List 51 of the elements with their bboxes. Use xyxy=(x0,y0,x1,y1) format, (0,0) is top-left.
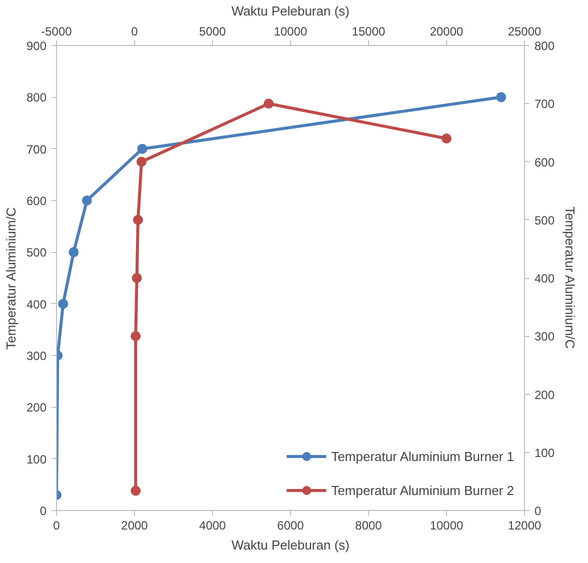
y-tick-label: 300 xyxy=(26,349,47,363)
x-axis-title: Waktu Peleburan (s) xyxy=(231,538,350,552)
x2-tick-label: 10000 xyxy=(274,24,308,38)
y-axis-title: Temperatur Aluminium/C xyxy=(3,207,18,350)
y-tick-label: 600 xyxy=(26,194,47,208)
y2-tick-label: 300 xyxy=(534,330,555,344)
y2-tick-label: 500 xyxy=(534,213,555,228)
x2-tick-label: 0 xyxy=(131,24,138,38)
y-tick-label: 700 xyxy=(26,142,47,156)
point xyxy=(496,92,506,102)
x2-tick-label: 15000 xyxy=(352,24,386,38)
point xyxy=(133,214,144,225)
x2-tick-label: -5000 xyxy=(41,24,72,38)
point xyxy=(136,156,147,167)
legend-label: Temperatur Aluminium Burner 1 xyxy=(331,448,514,464)
x2-tick-label: 25000 xyxy=(508,24,542,38)
x-tick-label: 2000 xyxy=(121,518,148,532)
x-tick-label: 8000 xyxy=(355,518,382,532)
x2-axis-title: Waktu Peleburan (s) xyxy=(231,4,350,18)
x-tick-label: 12000 xyxy=(508,518,542,532)
y2-axis-title: Temperatur Aluminium/C xyxy=(562,206,578,349)
y2-tick-label: 0 xyxy=(534,504,542,518)
y-tick-label: 800 xyxy=(26,90,47,105)
point xyxy=(264,98,274,109)
y-tick-label: 500 xyxy=(26,246,47,260)
y2-tick-label: 100 xyxy=(534,446,555,460)
point xyxy=(132,273,142,283)
y2-tick-label: 700 xyxy=(534,97,555,112)
x-tick-label: 6000 xyxy=(277,518,304,532)
y2-tick-label: 800 xyxy=(534,39,555,53)
y2-tick-label: 400 xyxy=(534,272,555,286)
y-tick-label: 0 xyxy=(40,504,47,518)
x-tick-label: 10000 xyxy=(430,518,464,532)
y2-tick-label: 200 xyxy=(534,388,555,402)
y-tick-label: 400 xyxy=(26,297,47,312)
legend-label: Temperatur Aluminium Burner 2 xyxy=(331,482,514,498)
point xyxy=(442,134,452,144)
x-tick-label: 4000 xyxy=(199,518,226,532)
point xyxy=(58,298,68,309)
x2-tick-label: 20000 xyxy=(430,24,464,38)
point xyxy=(130,331,141,342)
y-tick-label: 200 xyxy=(26,400,47,415)
y-tick-label: 900 xyxy=(26,39,47,53)
point xyxy=(82,196,92,206)
point xyxy=(68,247,79,258)
x-tick-label: 0 xyxy=(53,518,60,532)
x2-tick-label: 5000 xyxy=(199,24,226,38)
point xyxy=(137,144,148,154)
point xyxy=(130,486,141,496)
y2-tick-label: 600 xyxy=(534,155,555,170)
y-tick-label: 100 xyxy=(26,452,47,466)
